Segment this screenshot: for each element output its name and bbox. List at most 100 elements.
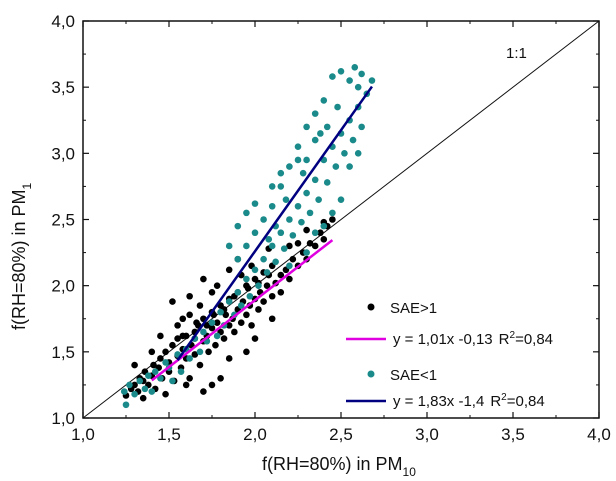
- data-point: [334, 103, 341, 111]
- data-point: [193, 319, 200, 327]
- x-tick-label: 2,0: [243, 425, 267, 444]
- data-point: [225, 298, 233, 305]
- data-point: [162, 348, 169, 356]
- data-point: [157, 355, 164, 362]
- data-point: [177, 368, 185, 375]
- data-point: [251, 229, 259, 237]
- data-point: [320, 222, 328, 230]
- data-point: [213, 282, 221, 289]
- data-point: [212, 341, 219, 349]
- data-point: [260, 255, 267, 263]
- data-point: [299, 169, 307, 177]
- x-tick-label: 2,5: [329, 425, 353, 444]
- data-point: [157, 375, 164, 382]
- x-tick-label: 3,0: [415, 425, 439, 444]
- data-point: [174, 322, 181, 329]
- data-point: [311, 176, 319, 184]
- data-point: [277, 271, 285, 279]
- data-point: [341, 150, 348, 157]
- data-point: [320, 97, 328, 104]
- data-point: [354, 150, 362, 157]
- data-point: [244, 285, 252, 292]
- x-axis-title-main: f(RH=80%) in PM: [262, 454, 403, 474]
- data-point: [323, 123, 331, 131]
- data-point: [148, 348, 156, 356]
- data-point: [294, 202, 302, 210]
- data-point: [131, 361, 138, 369]
- data-point: [311, 229, 319, 237]
- data-point: [277, 183, 285, 190]
- x-tick-label: 1,0: [71, 425, 95, 444]
- data-point: [126, 381, 133, 389]
- data-point: [200, 388, 207, 395]
- fit-1-r-value: =0,84: [515, 331, 553, 348]
- data-point: [260, 216, 267, 223]
- data-point: [346, 77, 353, 84]
- data-point: [237, 319, 245, 327]
- data-point: [282, 196, 290, 203]
- data-point: [251, 335, 259, 342]
- y-axis-title-subscript: 1: [20, 182, 34, 189]
- data-point: [315, 196, 322, 203]
- data-point: [131, 381, 138, 389]
- data-point: [303, 156, 310, 164]
- one-to-one-label: 1:1: [506, 45, 527, 62]
- fit-line-2: [176, 85, 373, 361]
- fit-2-equation: y = 1,83x -1,4: [393, 393, 484, 410]
- y-axis-title: f(RH=80%) in PM1: [9, 182, 34, 330]
- x-tick-label: 4,0: [587, 425, 611, 444]
- data-point: [186, 375, 193, 382]
- data-point: [200, 275, 207, 283]
- data-point: [294, 156, 302, 164]
- data-point: [320, 236, 328, 243]
- data-point: [277, 229, 285, 237]
- data-point: [162, 359, 169, 366]
- data-point: [354, 83, 362, 91]
- data-point: [225, 242, 233, 250]
- data-point: [186, 292, 193, 300]
- data-point: [329, 73, 336, 80]
- data-point: [169, 377, 176, 385]
- data-point: [145, 372, 152, 379]
- y-tick-label: 1,5: [51, 343, 75, 362]
- data-point: [306, 240, 314, 247]
- data-point: [196, 302, 204, 309]
- data-point: [157, 332, 164, 340]
- data-point: [272, 258, 279, 266]
- fit-1-r-sup: 2: [510, 330, 516, 341]
- y-axis-title-main: f(RH=80%) in PM: [9, 189, 29, 330]
- y-tick-label: 3,0: [51, 144, 75, 163]
- fit-line-1: [151, 239, 334, 382]
- data-point: [148, 388, 156, 395]
- data-point: [323, 179, 331, 186]
- y-tick-label: 2,0: [51, 277, 75, 296]
- data-point: [298, 218, 305, 226]
- data-point: [268, 183, 276, 190]
- data-point: [311, 242, 319, 250]
- data-point: [263, 282, 271, 289]
- data-point: [208, 381, 216, 389]
- data-point: [294, 143, 302, 151]
- data-point: [243, 311, 250, 319]
- data-point: [141, 385, 149, 393]
- data-point: [317, 229, 324, 237]
- data-point: [286, 242, 293, 250]
- data-point: [368, 77, 376, 84]
- x-tick-label: 1,5: [157, 425, 181, 444]
- data-point: [289, 255, 297, 263]
- legend-label-sae-gt-1: SAE>1: [390, 300, 437, 317]
- legend-fit-1-text: y = 1,01x -0,13 R2=0,84: [393, 330, 553, 348]
- data-point: [337, 67, 345, 75]
- data-point: [306, 209, 314, 217]
- data-point: [234, 288, 242, 296]
- data-point: [243, 275, 250, 283]
- data-point: [169, 341, 176, 349]
- y-tick-label: 2,5: [51, 211, 75, 230]
- data-point: [260, 298, 267, 305]
- data-point: [136, 377, 144, 385]
- data-point: [248, 322, 255, 329]
- data-point: [289, 232, 297, 239]
- data-point: [151, 368, 159, 375]
- data-point: [182, 381, 190, 389]
- data-point: [358, 123, 365, 131]
